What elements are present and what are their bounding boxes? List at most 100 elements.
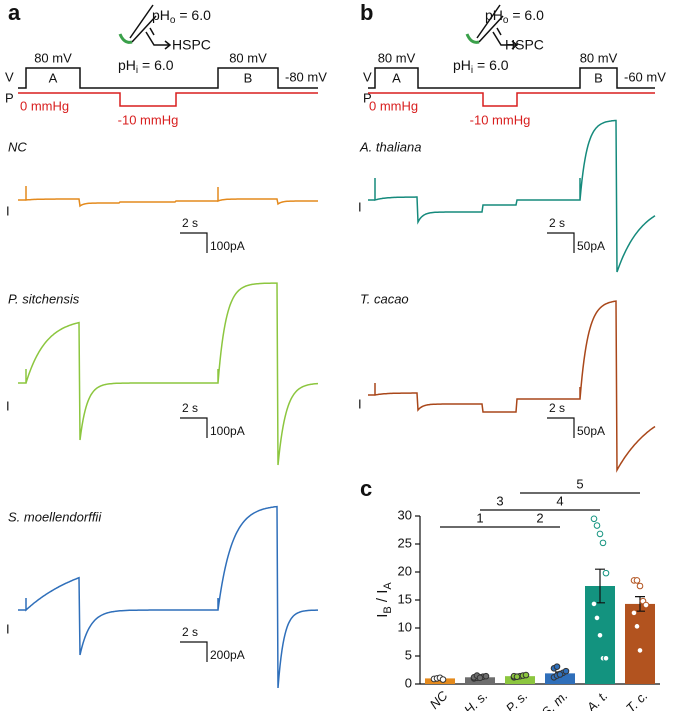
trace-name: NC bbox=[8, 139, 27, 154]
time-scale: 2 s bbox=[182, 625, 198, 639]
significance-label: 4 bbox=[556, 493, 563, 508]
ph-text: = 6.0 bbox=[473, 57, 509, 73]
membrane-icon bbox=[465, 33, 480, 44]
pressure-label: 0 mmHg bbox=[20, 98, 69, 113]
pressure-protocol bbox=[368, 92, 655, 107]
data-point bbox=[482, 672, 490, 680]
data-point bbox=[439, 676, 447, 683]
ph-label: pHi = 6.0 bbox=[118, 57, 174, 76]
data-point bbox=[476, 674, 484, 682]
y-label-part: / I bbox=[374, 590, 391, 607]
data-point bbox=[633, 577, 641, 584]
time-scale: 2 s bbox=[182, 216, 198, 230]
y-tick-label: 0 bbox=[405, 675, 412, 690]
ph-sub: o bbox=[170, 15, 176, 26]
data-point bbox=[513, 673, 521, 681]
ph-sub: i bbox=[136, 65, 138, 76]
data-point bbox=[596, 631, 604, 639]
trace-name: S. moellendorffii bbox=[8, 509, 102, 524]
ph-label: pHi = 6.0 bbox=[453, 57, 509, 76]
compound: HSPC bbox=[172, 37, 211, 53]
significance-label: 5 bbox=[576, 476, 583, 491]
pulse-name: B bbox=[244, 70, 253, 85]
pulse-voltage: 80 mV bbox=[229, 50, 267, 65]
current-trace bbox=[18, 282, 318, 466]
trace-name: T. cacao bbox=[360, 291, 409, 306]
y-tick-label: 10 bbox=[398, 619, 412, 634]
membrane-icon bbox=[118, 33, 133, 44]
holding-voltage: -80 mV bbox=[285, 69, 327, 84]
bar bbox=[625, 603, 655, 684]
ph-text: pH bbox=[118, 57, 136, 73]
current-scale: 200pA bbox=[210, 648, 245, 662]
pressure-label: -10 mmHg bbox=[118, 112, 179, 127]
ph-text: = 6.0 bbox=[175, 7, 211, 23]
current-trace bbox=[368, 119, 656, 273]
current-trace bbox=[368, 300, 656, 473]
pulse-voltage: 80 mV bbox=[34, 50, 72, 65]
data-point bbox=[602, 569, 610, 577]
data-point bbox=[633, 623, 641, 630]
ph-text: pH bbox=[152, 7, 170, 23]
ph-sub: i bbox=[471, 65, 473, 76]
x-tick-label: NC bbox=[427, 688, 451, 711]
pulse-name: B bbox=[594, 70, 603, 85]
significance-label: 3 bbox=[496, 493, 503, 508]
v-label: V bbox=[363, 69, 372, 84]
v-label: V bbox=[5, 69, 14, 84]
y-tick-label: 20 bbox=[398, 563, 412, 578]
y-tick-label: 25 bbox=[398, 535, 412, 550]
current-scale: 50pA bbox=[577, 424, 605, 438]
y-label-part: B bbox=[382, 606, 394, 613]
x-tick-label: H. s. bbox=[461, 688, 491, 711]
time-scale: 2 s bbox=[549, 401, 565, 415]
trace-name: P. sitchensis bbox=[8, 291, 80, 306]
x-tick-label: S. m. bbox=[538, 688, 570, 711]
ph-text: pH bbox=[485, 7, 503, 23]
pipette-icon bbox=[476, 4, 504, 43]
data-point bbox=[556, 671, 564, 678]
x-tick-label: A. t. bbox=[583, 688, 611, 711]
pulse-name: A bbox=[49, 70, 58, 85]
compound: HSPC bbox=[505, 37, 544, 53]
current-marker: I bbox=[358, 396, 362, 411]
current-trace bbox=[18, 505, 318, 689]
time-scale: 2 s bbox=[549, 216, 565, 230]
panel-label: b bbox=[360, 0, 373, 25]
ph-text: = 6.0 bbox=[508, 7, 544, 23]
data-point bbox=[522, 671, 530, 679]
pressure-label: 0 mmHg bbox=[369, 98, 418, 113]
x-tick-label: T. c. bbox=[623, 688, 651, 711]
ph-label: pHo = 6.0 bbox=[152, 7, 211, 26]
scale-bar bbox=[180, 232, 208, 253]
y-tick-label: 30 bbox=[398, 507, 412, 522]
ph-text: pH bbox=[453, 57, 471, 73]
data-point bbox=[630, 609, 638, 617]
p-label: P bbox=[363, 90, 372, 105]
data-point bbox=[590, 600, 598, 608]
current-marker: I bbox=[6, 203, 10, 218]
ph-label: pHo = 6.0 bbox=[485, 7, 544, 26]
current-scale: 50pA bbox=[577, 239, 605, 253]
bar bbox=[505, 676, 535, 684]
current-trace bbox=[18, 186, 318, 208]
ph-sub: o bbox=[503, 15, 509, 26]
voltage-protocol bbox=[18, 67, 318, 89]
current-marker: I bbox=[6, 398, 10, 413]
time-scale: 2 s bbox=[182, 401, 198, 415]
y-tick-label: 5 bbox=[405, 647, 412, 662]
pulse-voltage: 80 mV bbox=[378, 50, 416, 65]
p-label: P bbox=[5, 90, 14, 105]
data-point bbox=[636, 582, 644, 590]
data-point bbox=[593, 614, 601, 622]
bar bbox=[425, 678, 455, 684]
data-point bbox=[636, 647, 644, 654]
pressure-label: -10 mmHg bbox=[470, 112, 531, 127]
current-scale: 100pA bbox=[210, 424, 245, 438]
significance-label: 1 bbox=[476, 510, 483, 525]
current-marker: I bbox=[358, 199, 362, 214]
current-scale: 100pA bbox=[210, 239, 245, 253]
scale-bar bbox=[547, 417, 575, 438]
trace-name: A. thaliana bbox=[359, 139, 421, 154]
